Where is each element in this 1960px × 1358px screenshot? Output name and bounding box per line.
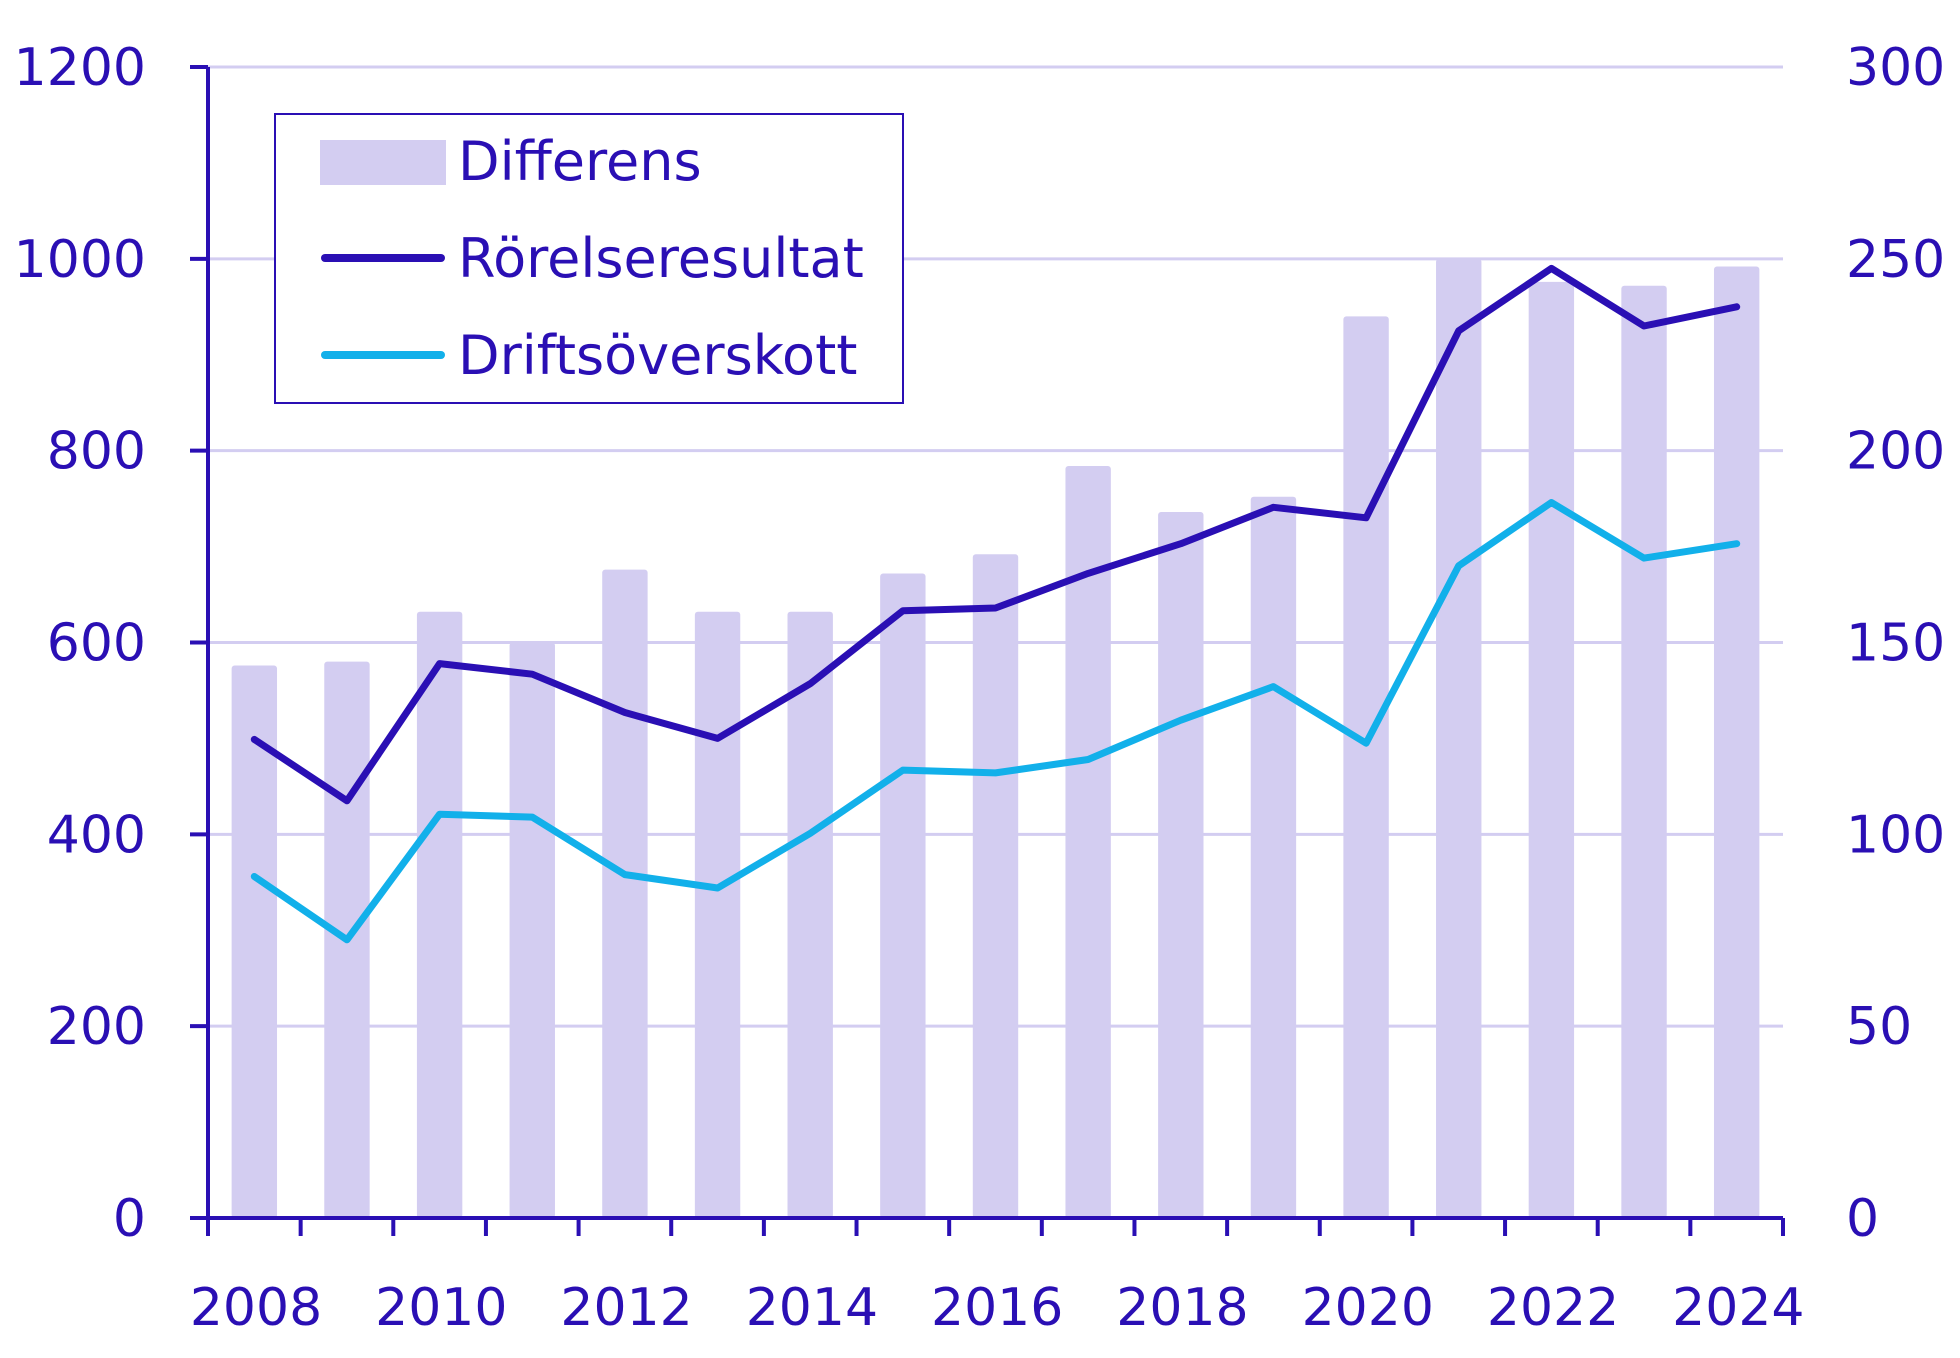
line-point-2-2015 [901, 769, 904, 772]
bar-2011 [509, 642, 555, 1218]
line-point-1-2019 [1272, 506, 1275, 509]
line-point-1-2012 [623, 711, 626, 714]
line-point-2-2009 [345, 938, 348, 941]
legend-label-driftsoverskott: Driftsöverskott [458, 324, 857, 387]
axes [190, 65, 1785, 1236]
y-right-tick-label-100: 100 [1846, 805, 1945, 865]
y-right-tick-label-300: 300 [1846, 38, 1945, 98]
y-left-tick-label-1000: 1000 [14, 230, 146, 290]
y-left-tick-label-200: 200 [47, 997, 146, 1057]
line-point-1-2020 [1365, 516, 1368, 519]
x-tick-label-2014: 2014 [746, 1278, 878, 1338]
x-tick-label-2008: 2008 [190, 1278, 322, 1338]
line-point-2-2023 [1643, 557, 1646, 560]
legend: Differens Rörelseresultat Driftsöverskot… [274, 113, 904, 404]
bar-2018 [1158, 512, 1204, 1218]
bar-2014 [787, 611, 833, 1218]
bar-2015 [880, 573, 926, 1218]
x-tick-label-2022: 2022 [1487, 1278, 1619, 1338]
x-tick-label-2010: 2010 [375, 1278, 507, 1338]
line-point-2-2010 [438, 813, 441, 816]
x-tick-label-2024: 2024 [1672, 1278, 1804, 1338]
bars [231, 258, 1760, 1219]
line-point-2-2017 [1087, 758, 1090, 761]
y-right-tick-label-0: 0 [1846, 1189, 1879, 1249]
line-point-1-2016 [994, 606, 997, 609]
bar-2013 [694, 611, 741, 1218]
bar-2016 [972, 554, 1019, 1218]
line-point-1-2021 [1457, 329, 1460, 332]
line-point-2-2018 [1179, 719, 1182, 722]
line-point-2-2011 [531, 816, 534, 819]
legend-label-differens: Differens [458, 130, 702, 193]
y-right-tick-label-150: 150 [1846, 614, 1945, 674]
line-point-1-2022 [1550, 267, 1553, 270]
line-point-2-2014 [809, 832, 812, 835]
bar-2019 [1250, 496, 1297, 1218]
bar-2024 [1713, 266, 1760, 1218]
line-point-1-2008 [253, 738, 256, 741]
tick-labels: 0 200 400 600 800 1000 1200 0 50 100 150 200 250 300 2… [14, 38, 1946, 1338]
bar-2012 [602, 569, 648, 1218]
bar-2008 [231, 665, 278, 1218]
line-point-1-2015 [901, 609, 904, 612]
bar-2023 [1621, 285, 1667, 1218]
x-tick-label-2018: 2018 [1116, 1278, 1248, 1338]
y-left-tick-label-1200: 1200 [14, 38, 146, 98]
line-point-2-2019 [1272, 685, 1275, 688]
line-point-1-2013 [716, 737, 719, 740]
line-point-1-2018 [1179, 542, 1182, 545]
line-point-1-2011 [531, 673, 534, 676]
x-tick-label-2016: 2016 [931, 1278, 1063, 1338]
y-left-tick-label-600: 600 [47, 614, 146, 674]
legend-label-rorelseresultat: Rörelseresultat [458, 227, 864, 290]
bar-2020 [1343, 316, 1389, 1219]
y-right-tick-label-200: 200 [1846, 422, 1945, 482]
line-point-1-2023 [1643, 324, 1646, 327]
y-left-tick-label-800: 800 [47, 422, 146, 482]
y-left-tick-label-0: 0 [113, 1189, 146, 1249]
x-tick-label-2012: 2012 [560, 1278, 692, 1338]
y-right-tick-label-50: 50 [1846, 997, 1912, 1057]
line-point-1-2010 [438, 662, 441, 665]
line-point-1-2014 [809, 682, 812, 685]
y-left-tick-label-400: 400 [47, 805, 146, 865]
line-point-2-2024 [1735, 542, 1738, 545]
line-point-2-2022 [1550, 501, 1553, 504]
line-point-2-2021 [1457, 564, 1460, 567]
bar-2021 [1436, 258, 1482, 1218]
x-tick-label-2020: 2020 [1302, 1278, 1434, 1338]
lines [250, 264, 1741, 944]
y-right-tick-label-250: 250 [1846, 230, 1945, 290]
legend-swatch-differens [320, 140, 446, 185]
line-point-2-2008 [253, 875, 256, 878]
bar-2010 [416, 611, 463, 1218]
bar-2017 [1065, 466, 1111, 1219]
bar-2022 [1528, 281, 1575, 1218]
line-point-2-2012 [623, 873, 626, 876]
line-point-1-2024 [1735, 305, 1738, 308]
line-point-2-2016 [994, 771, 997, 774]
line-point-1-2009 [345, 799, 348, 802]
line-point-1-2017 [1087, 572, 1090, 575]
line-point-2-2020 [1365, 742, 1368, 745]
line-point-2-2013 [716, 887, 719, 890]
